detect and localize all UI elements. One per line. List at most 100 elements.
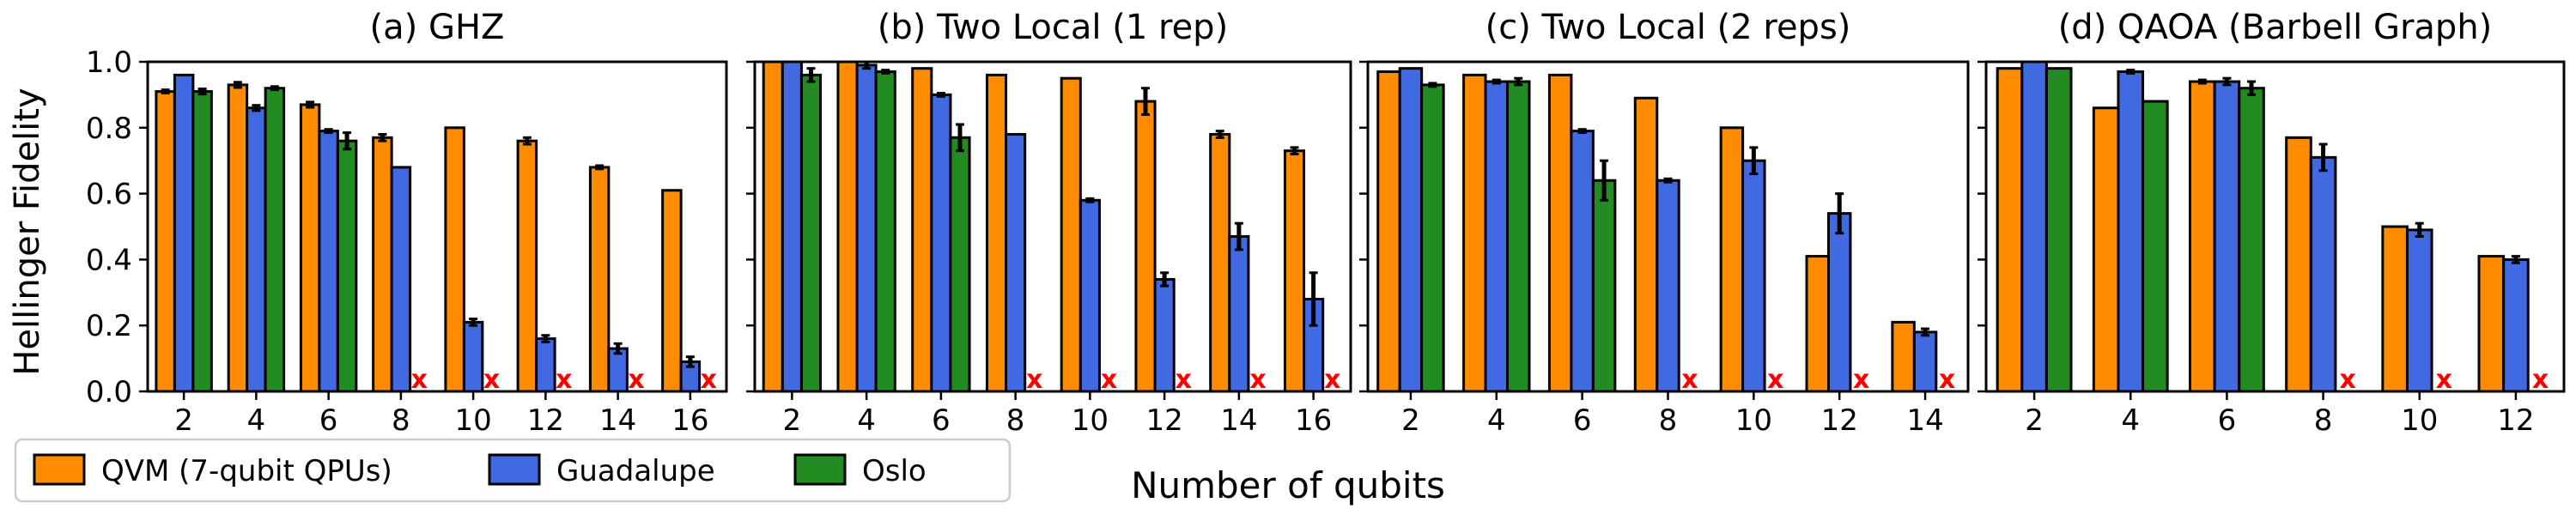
bar bbox=[1209, 132, 1231, 393]
bar bbox=[516, 139, 538, 393]
y-axis-label: Hellinger Fidelity bbox=[8, 88, 47, 375]
bar bbox=[781, 60, 803, 393]
x-tick-label: 16 bbox=[1295, 403, 1332, 438]
x-tick-label: 12 bbox=[1145, 403, 1182, 438]
legend-swatch bbox=[793, 453, 847, 486]
bar bbox=[2142, 100, 2169, 393]
x-tick-label: 2 bbox=[1401, 403, 1420, 438]
unavailable-marker: x bbox=[483, 365, 500, 395]
bar bbox=[535, 337, 556, 393]
bar bbox=[1134, 100, 1157, 393]
unavailable-marker: x bbox=[1853, 365, 1869, 395]
panel-title: (d) QAOA (Barbell Graph) bbox=[2058, 8, 2493, 47]
unavailable-marker: x bbox=[1176, 365, 1192, 395]
x-tick-label: 12 bbox=[527, 403, 564, 438]
x-tick-label: 8 bbox=[1006, 403, 1025, 438]
bar bbox=[2381, 225, 2409, 393]
x-tick-label: 4 bbox=[2121, 403, 2140, 438]
bar bbox=[1719, 126, 1745, 393]
x-tick-label: 4 bbox=[247, 403, 266, 438]
bar bbox=[1060, 76, 1082, 393]
x-tick-label: 10 bbox=[1735, 403, 1772, 438]
bar bbox=[1996, 67, 2024, 393]
unavailable-marker: x bbox=[628, 365, 644, 395]
unavailable-marker: x bbox=[2436, 365, 2452, 395]
bar bbox=[318, 130, 339, 393]
bar bbox=[1656, 179, 1680, 393]
unavailable-marker: x bbox=[411, 365, 428, 395]
x-tick-label: 16 bbox=[671, 403, 708, 438]
legend-swatch bbox=[33, 453, 86, 486]
bar bbox=[1376, 70, 1401, 393]
bar bbox=[762, 60, 784, 393]
bar bbox=[1484, 80, 1510, 393]
bar bbox=[1826, 212, 1852, 393]
bar bbox=[1891, 320, 1916, 393]
bar bbox=[1078, 198, 1101, 393]
bar bbox=[2189, 80, 2216, 393]
bar bbox=[836, 60, 859, 393]
bar bbox=[949, 136, 971, 393]
bar bbox=[1283, 149, 1306, 393]
x-tick-label: 10 bbox=[454, 403, 491, 438]
unavailable-marker: x bbox=[556, 365, 572, 395]
legend-label: Oslo bbox=[862, 454, 927, 488]
plot-frame bbox=[753, 60, 1352, 393]
x-tick-label: 8 bbox=[1659, 403, 1678, 438]
bar bbox=[1153, 277, 1176, 393]
bar bbox=[1228, 235, 1250, 393]
x-tick-label: 10 bbox=[2401, 403, 2438, 438]
x-tick-label: 2 bbox=[2025, 403, 2044, 438]
legend-swatch bbox=[488, 453, 541, 486]
bar bbox=[336, 139, 358, 393]
bar bbox=[1398, 67, 1424, 393]
bar bbox=[1591, 179, 1617, 393]
bar bbox=[264, 87, 286, 393]
x-tick-label: 10 bbox=[1072, 403, 1109, 438]
panel-title: (b) Two Local (1 rep) bbox=[878, 8, 1228, 47]
x-tick-label: 2 bbox=[174, 403, 193, 438]
bar bbox=[191, 90, 213, 393]
bar bbox=[874, 70, 896, 393]
x-tick-label: 14 bbox=[1220, 403, 1257, 438]
x-axis-label: Number of qubits bbox=[1131, 464, 1445, 506]
legend: QVM (7-qubit QPUs) Guadalupe Oslo bbox=[14, 438, 1012, 503]
legend-label: QVM (7-qubit QPUs) bbox=[101, 454, 392, 488]
x-tick-label: 8 bbox=[2314, 403, 2333, 438]
bar bbox=[1805, 255, 1830, 393]
bar bbox=[2309, 155, 2337, 393]
bar bbox=[1570, 130, 1595, 393]
x-tick-label: 6 bbox=[932, 403, 951, 438]
bar bbox=[911, 67, 933, 393]
x-tick-label: 2 bbox=[783, 403, 802, 438]
bar bbox=[2238, 87, 2265, 393]
bar bbox=[227, 83, 249, 393]
bar bbox=[2285, 136, 2312, 393]
legend-label: Guadalupe bbox=[556, 454, 715, 488]
x-tick-label: 4 bbox=[1487, 403, 1506, 438]
bar bbox=[1633, 96, 1659, 393]
bar bbox=[1912, 330, 1938, 393]
bar bbox=[1547, 73, 1573, 393]
unavailable-marker: x bbox=[1939, 365, 1955, 395]
bar bbox=[299, 103, 321, 393]
x-tick-label: 12 bbox=[1821, 403, 1858, 438]
bar bbox=[2020, 60, 2048, 393]
unavailable-marker: x bbox=[2532, 365, 2549, 395]
bar bbox=[1420, 83, 1445, 393]
panel-title: (a) GHZ bbox=[370, 8, 505, 47]
y-tick-label: 0.2 bbox=[86, 309, 132, 343]
bar bbox=[444, 126, 465, 393]
y-tick-label: 0.6 bbox=[86, 178, 132, 212]
bar bbox=[1506, 80, 1531, 393]
y-tick-label: 0.8 bbox=[86, 112, 132, 146]
bar bbox=[372, 136, 393, 393]
bar bbox=[2405, 228, 2433, 393]
bar bbox=[2502, 258, 2530, 393]
bar bbox=[985, 73, 1008, 393]
y-tick-label: 0.0 bbox=[86, 375, 132, 409]
x-tick-label: 14 bbox=[1906, 403, 1943, 438]
